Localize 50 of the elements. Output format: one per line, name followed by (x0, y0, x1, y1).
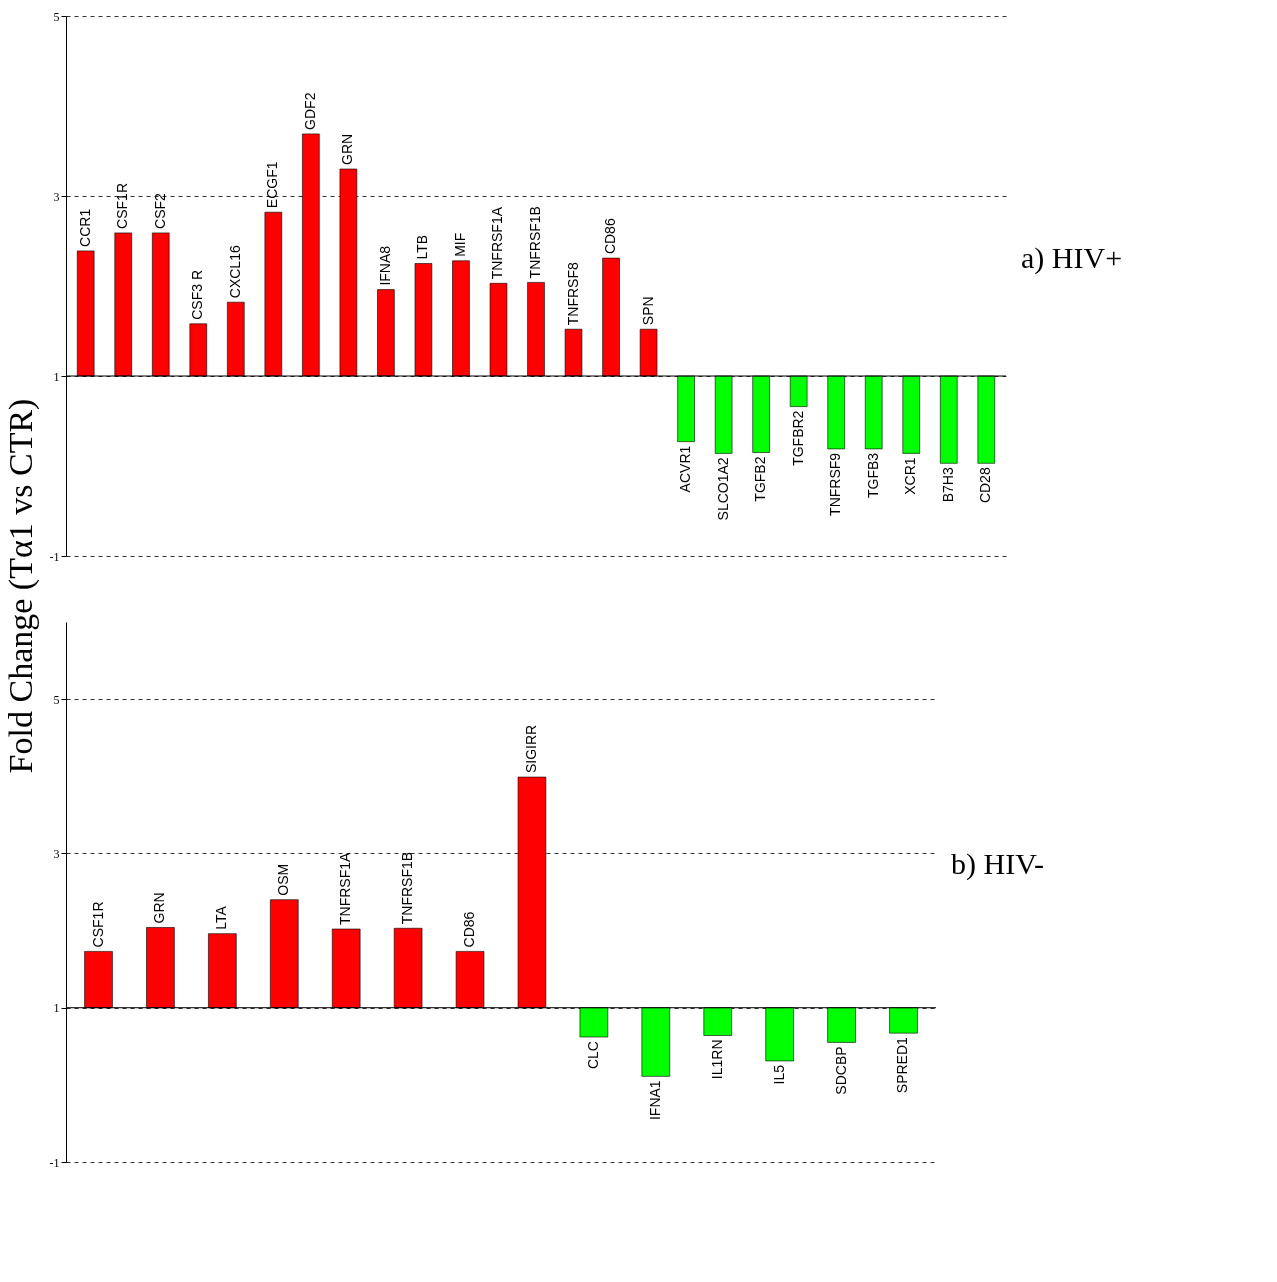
y-tick-label: 3 (53, 846, 60, 861)
x-tick-label: CSF1R (114, 182, 131, 229)
y-axis-title: Fold Change (Tα1 vs CTR) (2, 398, 40, 774)
x-tick-label: IL5 (770, 1064, 787, 1085)
text: a) HIV+ (1021, 241, 1123, 275)
x-tick-label: ACVR1 (677, 445, 694, 493)
x-tick-label: CSF2 (151, 192, 168, 229)
x-tick-label: SPRED1 (894, 1036, 911, 1094)
y-tick-label: 5 (53, 692, 60, 707)
x-tick-label: TNFRSF1A (337, 852, 354, 926)
x-tick-label: GDF2 (301, 92, 318, 130)
x-tick-label: TNFRSF1A (489, 206, 506, 280)
x-tick-label: CCR1 (76, 208, 93, 247)
x-tick-label: SDCBP (832, 1046, 849, 1095)
y-tick-label: -1 (49, 549, 60, 564)
x-tick-label: CSF3 R (189, 270, 206, 320)
x-tick-label: IFNA1 (646, 1080, 663, 1121)
x-tick-label: CD86 (461, 911, 478, 948)
x-tick-label: CXCL16 (226, 245, 243, 299)
x-tick-label: OSM (275, 863, 292, 896)
x-tick-label: SLCO1A2 (714, 457, 731, 521)
y-tick-label: 1 (53, 1001, 60, 1016)
x-tick-label: B7H3 (939, 467, 956, 503)
x-tick-label: XCR1 (902, 457, 919, 495)
x-tick-label: IL1RN (708, 1039, 725, 1080)
x-tick-label: IFNA8 (376, 245, 393, 286)
x-tick-label: TNFRSF1B (399, 851, 416, 925)
x-tick-label: CD86 (602, 218, 619, 255)
x-tick-label: TNFRSF9 (827, 452, 844, 516)
x-tick-label: LTB (414, 234, 431, 260)
x-tick-label: GRN (339, 133, 356, 165)
x-tick-label: MIF (451, 232, 468, 257)
y-tick-label: -1 (49, 1155, 60, 1170)
x-tick-label: CSF1R (89, 901, 106, 948)
x-tick-label: TGFB2 (752, 456, 769, 502)
text: b) HIV- (951, 847, 1045, 881)
x-tick-label: ECGF1 (264, 161, 281, 209)
y-tick-label: 1 (53, 369, 60, 384)
x-tick-label: CLC (584, 1041, 601, 1070)
x-tick-label: GRN (151, 892, 168, 924)
x-tick-label: CD28 (977, 467, 994, 504)
x-tick-label: TNFRSF8 (564, 261, 581, 326)
x-tick-label: TGFB3 (864, 452, 881, 499)
y-tick-label: 5 (53, 9, 60, 24)
y-tick-label: 3 (53, 189, 60, 204)
x-tick-label: SPN (639, 296, 656, 326)
x-tick-label: LTA (213, 905, 230, 930)
x-tick-label: TGFBR2 (789, 410, 806, 466)
x-tick-label: TNFRSF1B (527, 206, 543, 279)
x-tick-label: SIGIRR (522, 724, 539, 774)
